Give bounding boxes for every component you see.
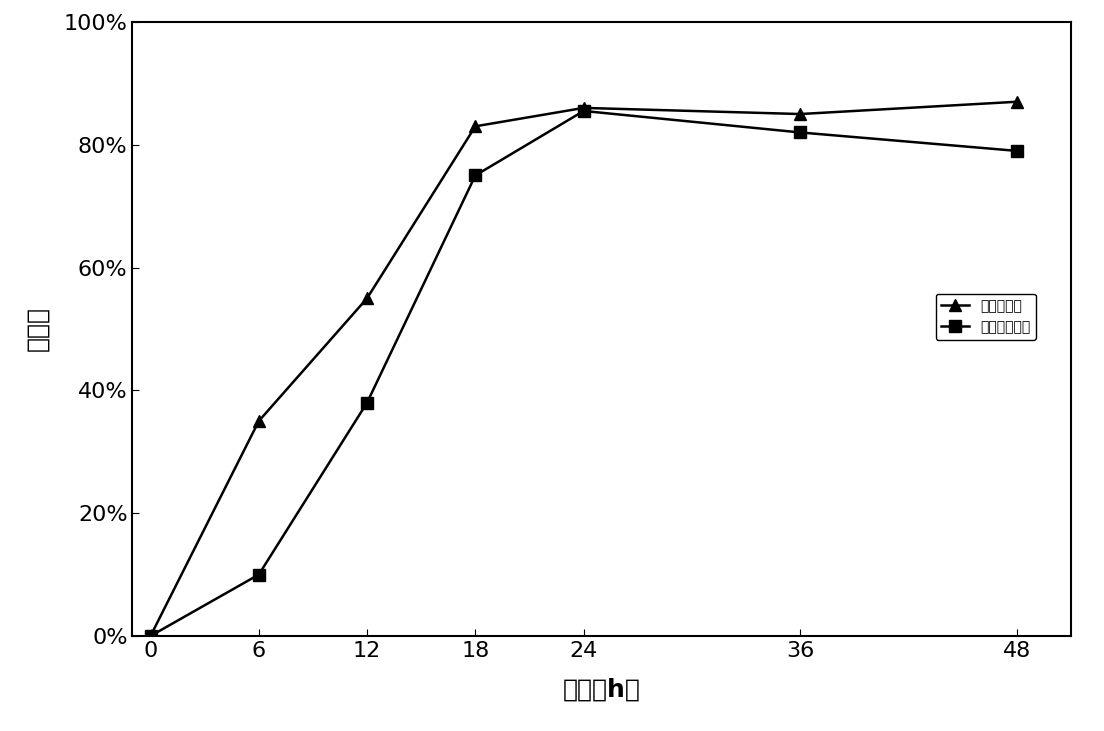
磷酸盐去除率 [252, 570, 265, 579]
X-axis label: 时间（h）: 时间（h） [563, 678, 640, 702]
Line: 氨氮去除率: 氨氮去除率 [145, 96, 1023, 643]
磷酸盐去除率 [794, 128, 807, 137]
氨氮去除率 [360, 294, 373, 303]
磷酸盐去除率 [1010, 146, 1023, 155]
Line: 磷酸盐去除率: 磷酸盐去除率 [145, 105, 1023, 643]
氨氮去除率 [252, 417, 265, 425]
氨氮去除率 [144, 632, 157, 640]
Y-axis label: 去除率: 去除率 [25, 306, 50, 352]
氨氮去除率 [1010, 97, 1023, 106]
磷酸盐去除率 [577, 107, 591, 115]
磷酸盐去除率 [469, 171, 482, 180]
磷酸盐去除率 [144, 632, 157, 640]
氨氮去除率 [794, 110, 807, 118]
Legend: 氨氮去除率, 磷酸盐去除率: 氨氮去除率, 磷酸盐去除率 [935, 294, 1036, 340]
磷酸盐去除率 [360, 398, 373, 407]
氨氮去除率 [469, 122, 482, 131]
氨氮去除率 [577, 104, 591, 113]
